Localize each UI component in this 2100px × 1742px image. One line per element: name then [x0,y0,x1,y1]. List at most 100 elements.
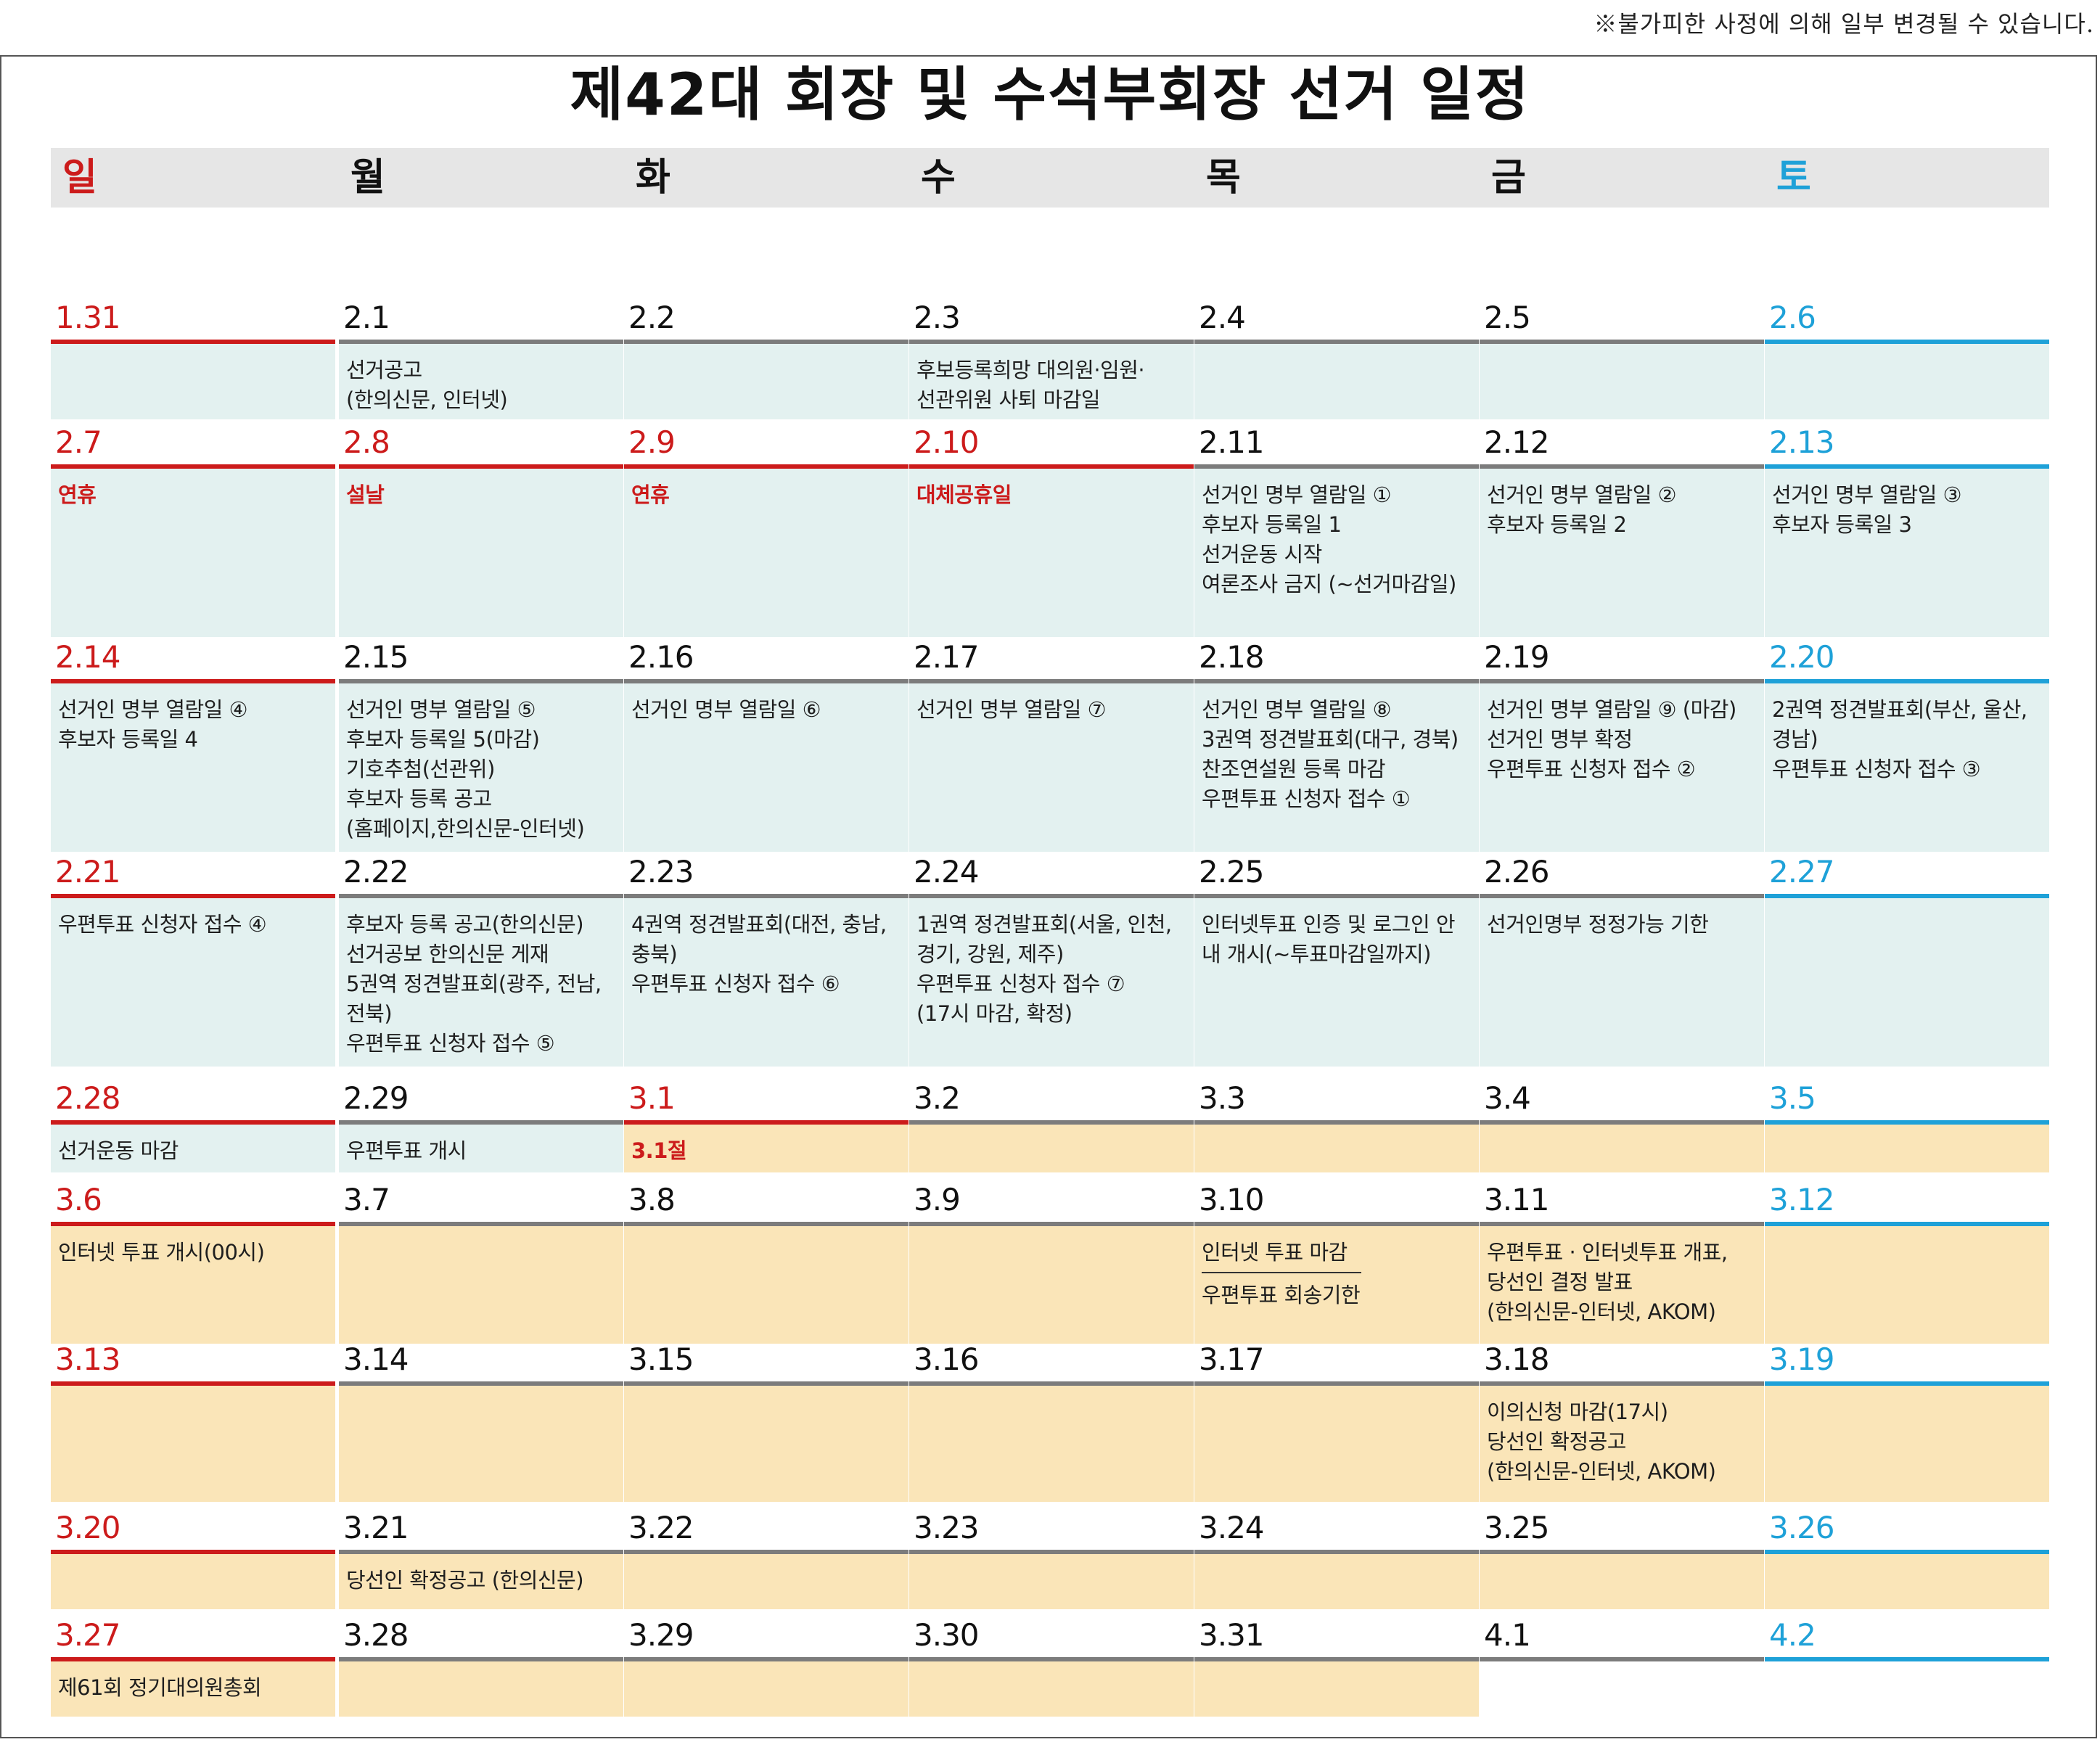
day-events [1194,1661,1479,1717]
day-cell: 3.29 [624,1615,909,1717]
day-cell: 3.24 [1194,1508,1479,1609]
date-underline [1194,1120,1479,1125]
day-date: 2.17 [914,639,980,675]
day-events [624,344,909,419]
day-cell: 2.29 우편투표 개시 [339,1078,623,1172]
date-underline [1194,1222,1479,1226]
event-text: 선거인 명부 열람일 ⑤ [346,697,536,722]
event-text: 우편투표 신청자 접수 ⑤ [346,1031,555,1056]
event-text: 우편투표 신청자 접수 ① [1202,786,1411,811]
day-cell: 3.4 [1480,1078,1764,1172]
event-text: 우편투표 신청자 접수 ③ [1772,757,1981,781]
event-text: 인터넷 투표 개시(00시) [58,1240,265,1265]
day-date: 2.10 [914,424,980,460]
day-cell: 2.13 선거인 명부 열람일 ③ 후보자 등록일 3 [1765,422,2049,637]
day-cell: 3.7 [339,1180,623,1344]
day-cell: 3.22 [624,1508,909,1609]
day-date: 2.25 [1199,854,1265,890]
calendar-frame [0,55,2097,1738]
date-underline [1480,1550,1764,1554]
day-date: 2.29 [343,1080,409,1116]
day-cell: 3.28 [339,1615,623,1717]
day-events: 제61회 정기대의원총회 [51,1661,335,1717]
day-date: 4.2 [1769,1617,1816,1653]
date-underline [1765,1381,2049,1386]
event-text: 3권역 정견발표회(대구, 경북) [1202,727,1459,752]
date-underline [909,464,1194,469]
day-events: 당선인 확정공고 (한의신문) [339,1554,623,1609]
day-events: 우편투표 신청자 접수 ④ [51,898,335,1067]
event-text: 선거인 명부 열람일 ⑨ (마감) [1487,697,1736,722]
day-date: 3.30 [914,1617,980,1653]
day-cell: 3.9 [909,1180,1194,1344]
day-cell: 2.26 선거인명부 정정가능 기한 [1480,852,1764,1067]
event-text: 선거인 명부 열람일 ⑧ [1202,697,1392,722]
day-date: 2.28 [55,1080,121,1116]
day-date: 2.2 [628,300,676,335]
day-cell: 3.13 [51,1339,335,1502]
date-underline [339,1381,623,1386]
event-text: 선거인 명부 열람일 ④ [58,697,248,722]
day-date: 3.17 [1199,1342,1265,1377]
date-underline [909,1550,1194,1554]
weekday-4: 목 [1206,156,1241,200]
day-events: 후보등록희망 대의원·임원· 선관위원 사퇴 마감일 [909,344,1194,419]
day-date: 2.14 [55,639,121,675]
event-text: 선거운동 시작 [1202,542,1322,567]
date-underline [51,1657,335,1661]
holiday-label: 설날 [346,482,385,507]
date-underline [1480,1381,1764,1386]
day-date: 2.15 [343,639,409,675]
day-cell: 4.2 [1765,1615,2049,1661]
event-text: 후보자 등록 공고(한의신문) [346,912,584,937]
day-events: 선거인 명부 열람일 ⑨ (마감) 선거인 명부 확정 우편투표 신청자 접수 ② [1480,683,1764,852]
day-events: 이의신청 마감(17시) 당선인 확정공고 (한의신문-인터넷, AKOM) [1480,1386,1764,1502]
day-events [1480,344,1764,419]
day-cell: 3.3 [1194,1078,1479,1172]
day-events [909,1226,1194,1344]
day-date: 3.16 [914,1342,980,1377]
event-text: 우편투표 신청자 접수 ② [1487,757,1696,781]
event-text: 당선인 확정공고 (한의신문) [346,1568,584,1593]
date-underline [1765,894,2049,898]
date-underline [624,1550,909,1554]
day-events [1765,1226,2049,1344]
day-events: 선거인명부 정정가능 기한 [1480,898,1764,1067]
date-underline [1765,1222,2049,1226]
event-text: 4권역 정견발표회(대전, 충남, 충북) [631,912,887,966]
day-cell: 2.15 선거인 명부 열람일 ⑤ 후보자 등록일 5(마감) 기호추첨(선관위) 후보… [339,637,623,852]
day-events [1765,1125,2049,1172]
date-underline [909,1657,1194,1661]
day-date: 3.5 [1769,1080,1816,1116]
day-cell: 2.2 [624,297,909,419]
event-text: 후보등록희망 대의원·임원· [916,358,1145,382]
day-events: 선거인 명부 열람일 ④ 후보자 등록일 4 [51,683,335,852]
day-cell: 3.18 이의신청 마감(17시) 당선인 확정공고 (한의신문-인터넷, AKOM) [1480,1339,1764,1502]
date-underline [339,340,623,344]
date-underline [339,1657,623,1661]
date-underline [909,679,1194,683]
weekday-5: 금 [1491,156,1526,200]
event-text: 선거인 명부 열람일 ① [1202,482,1392,507]
day-date: 2.9 [628,424,676,460]
day-date: 3.9 [914,1182,961,1217]
day-date: 2.11 [1199,424,1265,460]
day-events: 대체공휴일 [909,469,1194,637]
holiday-label: 연휴 [631,482,670,507]
day-date: 3.24 [1199,1510,1265,1545]
day-events [1194,1554,1479,1609]
day-cell: 3.6 인터넷 투표 개시(00시) [51,1180,335,1344]
day-cell: 2.4 [1194,297,1479,419]
weekday-0: 일 [62,156,97,200]
date-underline [51,1120,335,1125]
event-separator [1202,1272,1361,1273]
date-underline [339,464,623,469]
day-events: 1권역 정견발표회(서울, 인천, 경기, 강원, 제주) 우편투표 신청자 접수… [909,898,1194,1067]
day-cell: 3.10 인터넷 투표 마감 우편투표 회송기한 [1194,1180,1479,1344]
event-text: 우편투표 신청자 접수 ⑦ [916,971,1125,996]
day-cell: 3.11 우편투표 · 인터넷투표 개표, 당선인 결정 발표 (한의신문-인터넷, … [1480,1180,1764,1344]
day-date: 3.26 [1769,1510,1835,1545]
date-underline [1194,1550,1479,1554]
day-cell: 4.1 [1480,1615,1764,1661]
day-events: 선거인 명부 열람일 ③ 후보자 등록일 3 [1765,469,2049,637]
